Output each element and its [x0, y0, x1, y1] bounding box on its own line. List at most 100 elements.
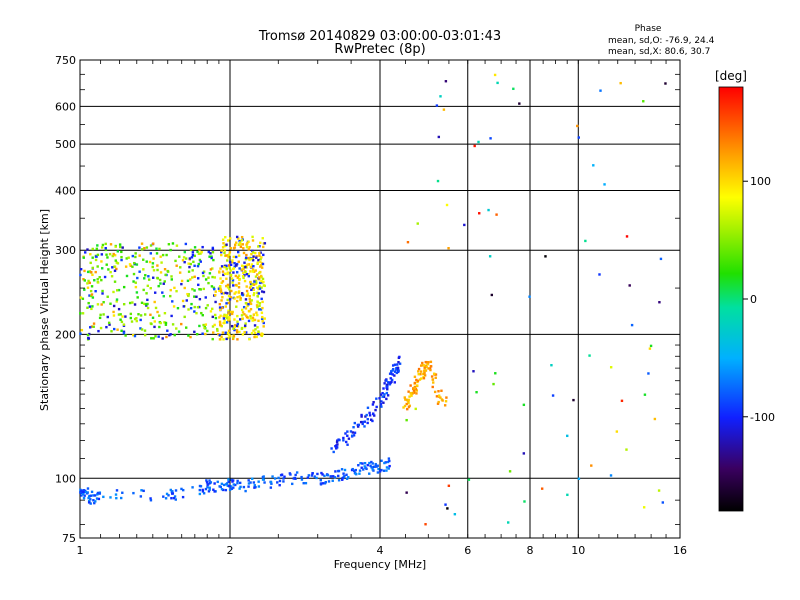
echo-point: [249, 257, 253, 261]
echo-point: [154, 306, 158, 310]
echo-point: [152, 242, 155, 245]
echo-point: [227, 301, 230, 305]
echo-point: [193, 289, 196, 292]
echo-point: [223, 265, 226, 269]
echo-point: [239, 245, 243, 249]
echo-point: [146, 306, 150, 310]
echo-point: [426, 362, 429, 365]
echo-point: [161, 337, 164, 340]
echo-point: [237, 274, 241, 277]
echo-point: [342, 472, 345, 475]
echo-point: [210, 285, 214, 288]
echo-point: [369, 464, 372, 468]
echo-point: [242, 265, 246, 268]
echo-point: [246, 257, 250, 260]
echo-point: [220, 250, 223, 254]
echo-point: [245, 285, 248, 288]
echo-point: [207, 250, 210, 254]
echo-point: [169, 248, 172, 252]
echo-point: [240, 268, 244, 271]
echo-point: [107, 321, 111, 325]
echo-point: [370, 460, 373, 464]
echo-point: [319, 478, 322, 482]
echo-point: [445, 203, 449, 207]
echo-point: [223, 251, 226, 255]
echo-point: [238, 481, 242, 485]
echo-point: [237, 290, 241, 293]
echo-point: [243, 330, 246, 334]
echo-point: [210, 255, 213, 258]
echo-point: [100, 303, 103, 306]
echo-point: [222, 273, 225, 277]
echo-point: [238, 277, 241, 281]
echo-point: [224, 488, 228, 492]
echo-point: [259, 257, 262, 261]
echo-point: [228, 288, 231, 291]
echo-point: [143, 313, 147, 316]
echo-point: [254, 269, 257, 272]
echo-point: [170, 275, 173, 278]
echo-point: [174, 498, 177, 501]
echo-point: [406, 240, 410, 244]
echo-point: [191, 251, 195, 254]
echo-point: [90, 293, 94, 296]
echo-point: [346, 430, 349, 433]
echo-point: [251, 282, 254, 286]
echo-point: [371, 468, 374, 471]
echo-point: [146, 298, 149, 302]
echo-point: [100, 260, 103, 263]
echo-point: [153, 291, 157, 294]
echo-point: [173, 333, 176, 337]
echo-point: [661, 501, 665, 504]
echo-point: [307, 474, 311, 477]
echo-point: [240, 308, 244, 312]
echo-point: [111, 254, 114, 258]
echo-point: [183, 315, 186, 319]
echo-point: [181, 495, 185, 499]
echo-point: [109, 496, 112, 499]
echo-point: [140, 242, 144, 245]
echo-point: [167, 243, 171, 246]
echo-point: [241, 274, 245, 278]
echo-point: [380, 405, 383, 408]
echo-point: [184, 242, 188, 246]
echo-point: [116, 289, 119, 292]
echo-point: [93, 494, 97, 497]
echo-point: [245, 272, 249, 276]
echo-point: [231, 259, 234, 262]
echo-point: [204, 306, 208, 310]
echo-point: [87, 501, 91, 504]
colorbar-ticks: 100 0 -100: [743, 175, 775, 424]
echo-point: [243, 324, 247, 327]
echo-point: [444, 80, 448, 83]
echo-point: [258, 251, 261, 255]
echo-point: [190, 302, 193, 306]
echo-point: [256, 261, 259, 264]
echo-point: [169, 333, 172, 336]
echo-point: [224, 315, 227, 319]
echo-point: [252, 270, 256, 273]
echo-point: [157, 335, 160, 338]
echo-point: [105, 263, 108, 266]
echo-point: [239, 297, 242, 300]
echo-point: [222, 483, 226, 487]
echo-point: [643, 393, 647, 396]
echo-point: [178, 255, 181, 258]
echo-point: [89, 261, 92, 265]
echo-point: [128, 263, 132, 266]
echo-point: [219, 285, 222, 288]
echo-point: [189, 335, 192, 339]
echo-point: [358, 472, 361, 475]
echo-point: [232, 483, 235, 486]
echo-point: [412, 388, 416, 392]
echo-point: [165, 492, 169, 496]
echo-point: [218, 316, 221, 319]
echo-point: [164, 497, 168, 500]
echo-point: [253, 335, 256, 339]
echo-point: [236, 314, 239, 318]
echo-point: [259, 251, 262, 254]
echo-point: [363, 425, 366, 428]
echo-point: [204, 278, 208, 281]
echo-point: [158, 278, 162, 282]
echo-point: [198, 305, 201, 309]
